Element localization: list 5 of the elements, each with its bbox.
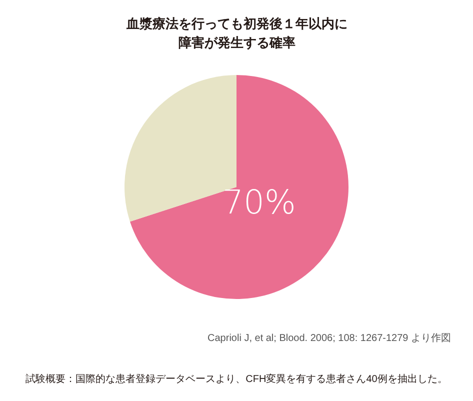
text: 試験概要：国際的な患者登録データベースより、CFH変異を有する患者さん40例を抽出した。 bbox=[24, 372, 448, 386]
text: Caprioli J, et al; Blood. 2006; 108: 1267-1279 より作図 bbox=[208, 332, 451, 345]
chart-title: 血漿療法を行っても初発後１年以内に障害が発生する確率 bbox=[126, 15, 348, 52]
data-label: 70% bbox=[222, 182, 296, 222]
pie-slice bbox=[130, 75, 348, 299]
